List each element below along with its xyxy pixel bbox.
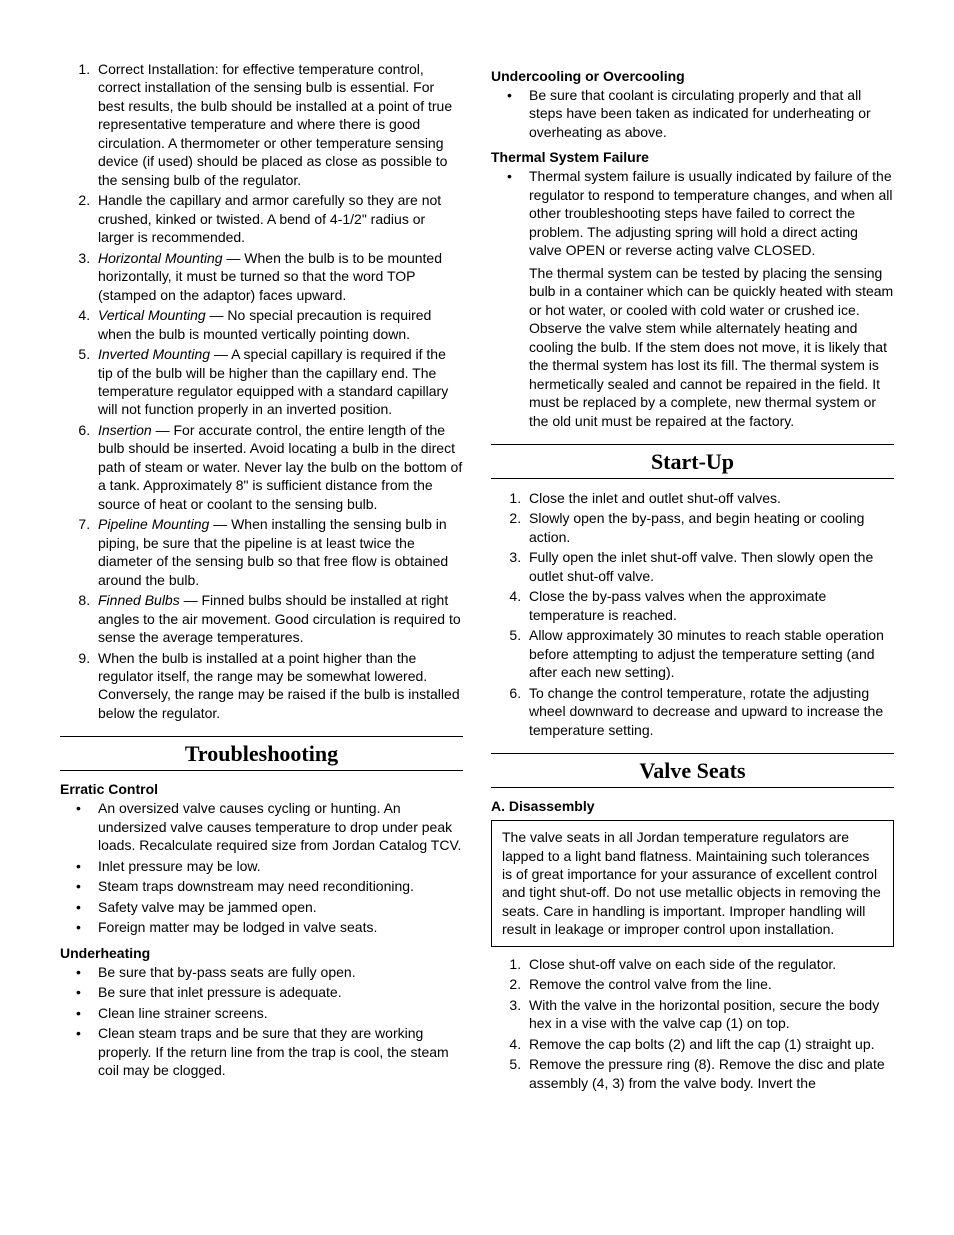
list-item: Horizontal Mounting — When the bulb is t…	[94, 249, 463, 304]
list-item: Remove the pressure ring (8). Remove the…	[525, 1055, 894, 1092]
disassembly-list: Close shut-off valve on each side of the…	[491, 955, 894, 1092]
list-item: With the valve in the horizontal positio…	[525, 996, 894, 1033]
installation-list: Correct Installation: for effective temp…	[60, 60, 463, 722]
document-page: Correct Installation: for effective temp…	[0, 0, 954, 1235]
list-item: Inverted Mounting — A special capillary …	[94, 345, 463, 419]
list-item-lead: Insertion	[98, 422, 152, 438]
list-item: Handle the capillary and armor carefully…	[94, 191, 463, 246]
list-item: Clean line strainer screens.	[94, 1004, 463, 1022]
thermal-failure-heading: Thermal System Failure	[491, 149, 894, 165]
list-item: Vertical Mounting — No special precautio…	[94, 306, 463, 343]
valve-seats-note-box: The valve seats in all Jordan temperatur…	[491, 820, 894, 947]
list-item: Safety valve may be jammed open.	[94, 898, 463, 916]
list-item: Thermal system failure is usually indica…	[525, 167, 894, 430]
list-item: Be sure that by-pass seats are fully ope…	[94, 963, 463, 981]
thermal-para-1: Thermal system failure is usually indica…	[529, 168, 892, 258]
list-item-lead: Finned Bulbs	[98, 592, 180, 608]
start-up-list: Close the inlet and outlet shut-off valv…	[491, 489, 894, 739]
list-item-lead: Pipeline Mounting	[98, 516, 209, 532]
list-item: Correct Installation: for effective temp…	[94, 60, 463, 189]
list-item-rest: — For accurate control, the entire lengt…	[98, 422, 462, 512]
list-item: Remove the control valve from the line.	[525, 975, 894, 993]
list-item: Be sure that inlet pressure is adequate.	[94, 983, 463, 1001]
list-item: Finned Bulbs — Finned bulbs should be in…	[94, 591, 463, 646]
start-up-heading: Start-Up	[491, 444, 894, 479]
list-item: Clean steam traps and be sure that they …	[94, 1024, 463, 1079]
list-item: Slowly open the by-pass, and begin heati…	[525, 509, 894, 546]
list-item-lead: Inverted Mounting	[98, 346, 210, 362]
list-item: Allow approximately 30 minutes to reach …	[525, 626, 894, 681]
list-item: Close the inlet and outlet shut-off valv…	[525, 489, 894, 507]
list-item: Close the by-pass valves when the approx…	[525, 587, 894, 624]
valve-seats-heading: Valve Seats	[491, 753, 894, 788]
list-item: Inlet pressure may be low.	[94, 857, 463, 875]
list-item: When the bulb is installed at a point hi…	[94, 649, 463, 723]
list-item: Be sure that coolant is circulating prop…	[525, 86, 894, 141]
troubleshooting-heading: Troubleshooting	[60, 736, 463, 771]
list-item: An oversized valve causes cycling or hun…	[94, 799, 463, 854]
list-item: Pipeline Mounting — When installing the …	[94, 515, 463, 589]
list-item: Foreign matter may be lodged in valve se…	[94, 918, 463, 936]
list-item: Steam traps downstream may need recondit…	[94, 877, 463, 895]
thermal-para-2: The thermal system can be tested by plac…	[529, 264, 894, 430]
underheating-list: Be sure that by-pass seats are fully ope…	[60, 963, 463, 1080]
undercooling-heading: Undercooling or Overcooling	[491, 68, 894, 84]
list-item: Fully open the inlet shut-off valve. The…	[525, 548, 894, 585]
erratic-control-heading: Erratic Control	[60, 781, 463, 797]
erratic-control-list: An oversized valve causes cycling or hun…	[60, 799, 463, 936]
thermal-failure-list: Thermal system failure is usually indica…	[491, 167, 894, 430]
disassembly-heading: A. Disassembly	[491, 798, 894, 814]
underheating-heading: Underheating	[60, 945, 463, 961]
undercooling-list: Be sure that coolant is circulating prop…	[491, 86, 894, 141]
list-item: Close shut-off valve on each side of the…	[525, 955, 894, 973]
list-item: Insertion — For accurate control, the en…	[94, 421, 463, 513]
list-item: Remove the cap bolts (2) and lift the ca…	[525, 1035, 894, 1053]
list-item: To change the control temperature, rotat…	[525, 684, 894, 739]
list-item-lead: Vertical Mounting	[98, 307, 206, 323]
list-item-lead: Horizontal Mounting	[98, 250, 223, 266]
